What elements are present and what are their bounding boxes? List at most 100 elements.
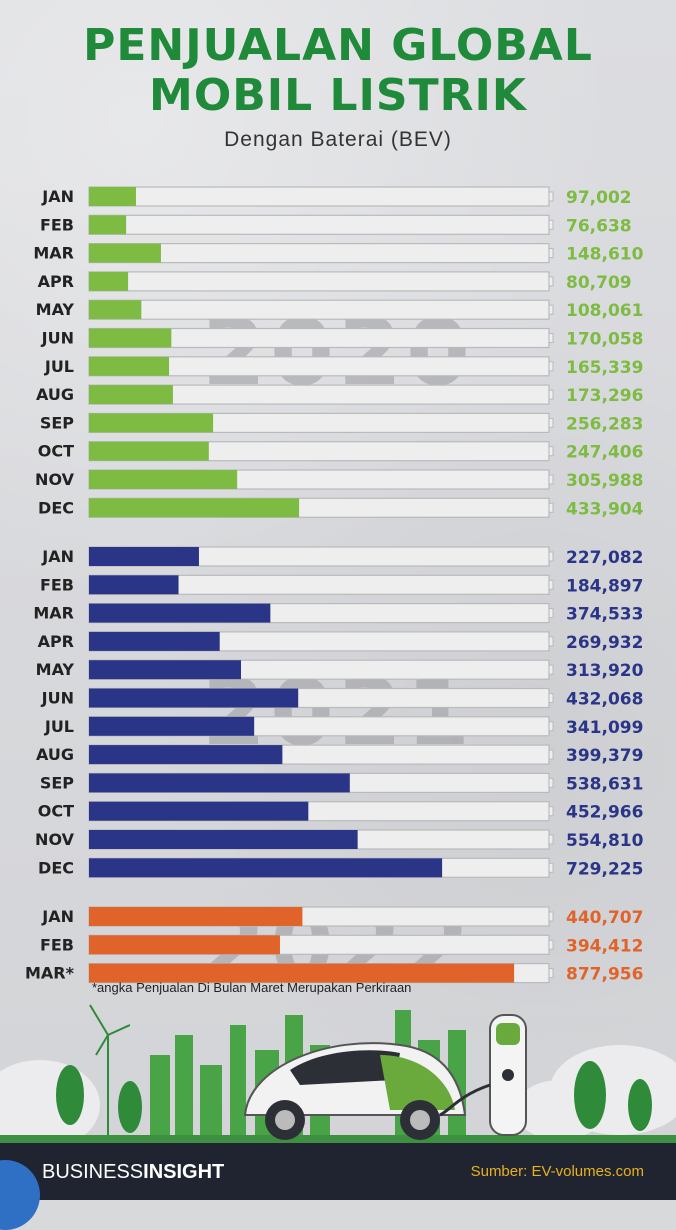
bar-track [88, 186, 550, 207]
bar [89, 716, 255, 736]
bar-row: JAN 97,002 [41, 186, 632, 208]
bar [89, 356, 170, 376]
battery-tip [548, 333, 554, 343]
value-label: 452,966 [566, 803, 643, 823]
battery-tip [548, 389, 554, 400]
battery-tip [548, 502, 554, 513]
month-label: FEB [40, 935, 74, 954]
battery-tip [548, 551, 554, 562]
value-label: 433,904 [566, 499, 644, 519]
value-label: 148,610 [566, 245, 644, 265]
battery-tip [548, 777, 554, 788]
value-label: 877,956 [566, 965, 643, 985]
month-label: APR [38, 272, 74, 291]
electric-car-icon [243, 1042, 467, 1140]
value-label: 165,339 [566, 358, 643, 378]
battery-tip [548, 417, 554, 428]
footnote: *angka Penjualan Di Bulan Maret Merupaka… [92, 980, 412, 995]
battery-tip [548, 749, 554, 760]
value-label: 184,897 [566, 576, 643, 596]
month-label: FEB [40, 575, 74, 594]
value-label: 269,932 [566, 633, 643, 653]
brand-part2: INSIGHT [143, 1161, 225, 1183]
battery-tip [548, 474, 554, 485]
month-label: MAR* [25, 964, 75, 983]
value-label: 170,058 [566, 330, 643, 350]
value-label: 227,082 [566, 548, 643, 568]
value-label: 399,379 [566, 746, 643, 766]
bar-row: AUG 399,379 [36, 744, 643, 766]
bar [89, 801, 309, 821]
bar [89, 858, 443, 878]
battery-tip [548, 446, 554, 457]
battery-tip [548, 276, 554, 287]
page-title-line1: PENJUALAN GLOBAL [83, 20, 593, 71]
bar [89, 215, 127, 235]
bar-row: AUG 173,296 [36, 384, 643, 406]
battery-tip [548, 721, 554, 732]
bar-row: JUL 165,339 [44, 356, 643, 378]
bar-row: JAN 440,707 [41, 906, 643, 928]
month-label: DEC [38, 498, 74, 517]
page-title-line2: MOBIL LISTRIK [149, 70, 527, 121]
bar [89, 830, 358, 849]
value-label: 305,988 [566, 471, 643, 491]
bar-track [88, 214, 550, 235]
month-label: OCT [38, 442, 74, 461]
battery-tip [548, 304, 554, 315]
bar [89, 688, 299, 708]
bar-row: JUL 341,099 [44, 716, 643, 738]
bar-row: DEC 729,225 [38, 857, 643, 879]
bar-row: MAR 148,610 [33, 243, 644, 265]
source-credit: Sumber: EV-volumes.com [470, 1163, 644, 1180]
month-label: JUL [44, 717, 74, 736]
bar [89, 187, 136, 206]
bar-track [88, 299, 550, 320]
bar [89, 773, 350, 793]
value-label: 341,099 [566, 718, 643, 738]
bar-row: OCT 452,966 [38, 801, 643, 823]
page-subtitle: Dengan Baterai (BEV) [224, 128, 452, 151]
value-label: 108,061 [566, 301, 643, 321]
bar [89, 243, 161, 263]
bar [89, 660, 242, 680]
month-label: JUN [41, 329, 74, 348]
bar [89, 963, 515, 983]
battery-tip [548, 248, 554, 259]
bar-row: APR 269,932 [38, 631, 643, 653]
bar [89, 470, 238, 489]
month-label: NOV [35, 470, 75, 489]
month-label: JAN [41, 187, 74, 206]
month-label: JAN [41, 547, 74, 566]
bar [89, 441, 209, 461]
bar [89, 907, 303, 926]
battery-tip [548, 862, 554, 873]
battery-tip [548, 219, 554, 230]
bar [89, 745, 283, 765]
value-label: 313,920 [566, 661, 644, 681]
ground [0, 1135, 676, 1145]
value-label: 97,002 [566, 188, 632, 208]
bar [89, 328, 172, 348]
value-label: 247,406 [566, 443, 643, 463]
month-label: MAR [33, 244, 74, 263]
bar-row: MAR 374,533 [33, 602, 643, 625]
month-label: MAR [33, 604, 74, 623]
battery-tip [548, 361, 554, 372]
value-label: 256,283 [566, 414, 643, 434]
bar [89, 575, 179, 595]
month-label: SEP [40, 773, 74, 792]
battery-tip [548, 968, 554, 979]
month-label: OCT [38, 802, 74, 821]
bar-row: SEP 256,283 [40, 412, 643, 434]
month-label: MAY [36, 660, 75, 679]
battery-tip [548, 636, 554, 647]
bar-row: FEB 394,412 [40, 934, 643, 956]
bar-row: MAY 313,920 [36, 659, 644, 681]
value-label: 554,810 [566, 831, 644, 851]
bar-row: NOV 305,988 [35, 469, 643, 491]
value-label: 76,638 [566, 216, 632, 236]
